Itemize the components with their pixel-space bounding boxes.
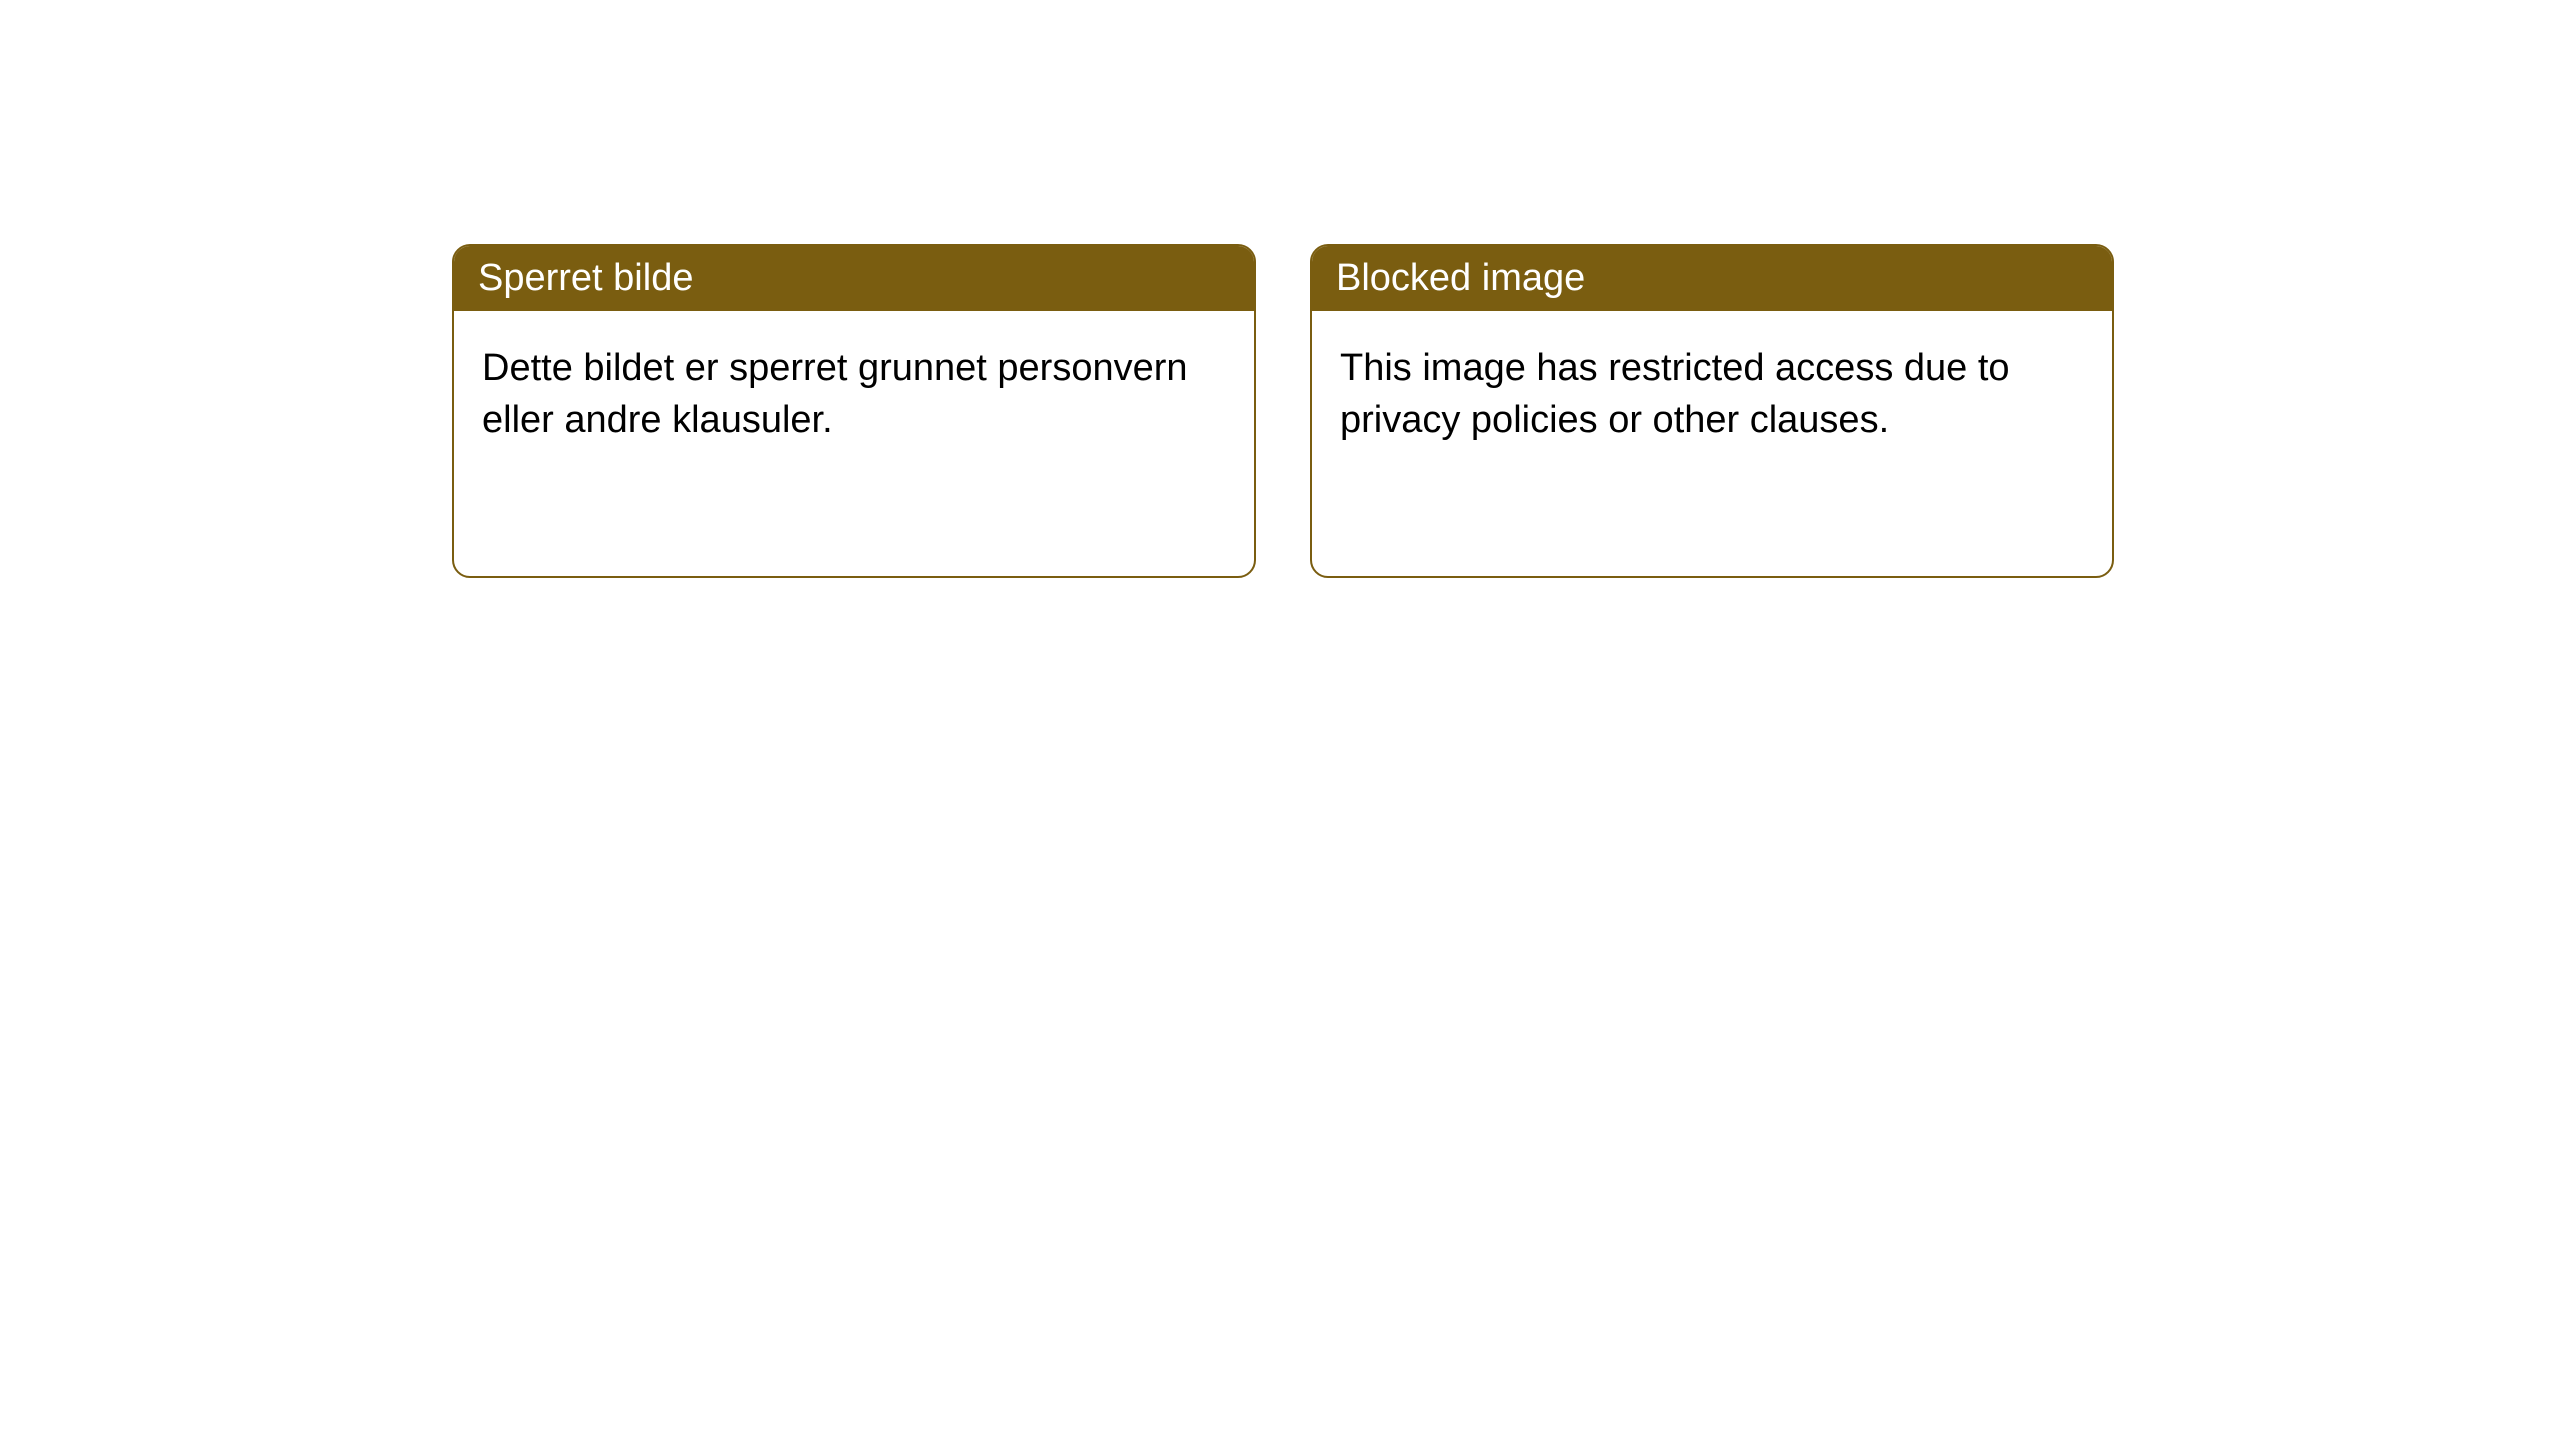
blocked-image-card-en: Blocked image This image has restricted … xyxy=(1310,244,2114,578)
card-body: Dette bildet er sperret grunnet personve… xyxy=(454,311,1254,478)
card-title: Blocked image xyxy=(1312,246,2112,311)
card-body: This image has restricted access due to … xyxy=(1312,311,2112,478)
notice-container: Sperret bilde Dette bildet er sperret gr… xyxy=(0,0,2560,578)
card-title: Sperret bilde xyxy=(454,246,1254,311)
blocked-image-card-no: Sperret bilde Dette bildet er sperret gr… xyxy=(452,244,1256,578)
